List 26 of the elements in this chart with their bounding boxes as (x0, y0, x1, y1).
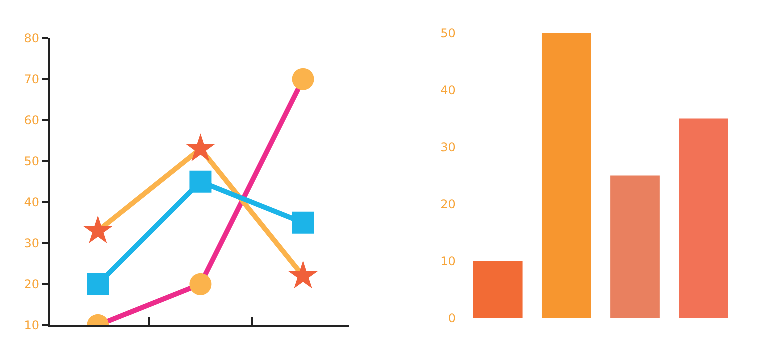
point (292, 68, 314, 90)
point (190, 170, 212, 193)
point (87, 273, 110, 296)
bar (610, 176, 660, 318)
point (186, 134, 216, 162)
y-tick-label: 20 (24, 278, 40, 292)
y-tick-label: 30 (24, 236, 40, 251)
y-tick-label: 20 (440, 198, 456, 212)
point (288, 260, 318, 289)
y-tick-label: 0 (448, 312, 456, 326)
y-tick-label: 60 (24, 114, 40, 128)
y-tick-label: 40 (24, 196, 40, 210)
y-tick-label: 50 (24, 154, 40, 169)
y-tick-label: 70 (24, 72, 40, 87)
point (83, 216, 113, 244)
bar (679, 118, 728, 318)
y-tick-label: 10 (440, 254, 456, 269)
point (292, 212, 314, 234)
y-tick-label: 40 (440, 83, 456, 98)
y-tick-label: 50 (440, 26, 456, 40)
point (190, 273, 212, 296)
y-tick-label: 80 (24, 32, 40, 46)
bar (542, 33, 592, 318)
y-tick-label: 30 (440, 140, 456, 154)
bar (473, 261, 523, 318)
y-tick-label: 10 (24, 318, 40, 333)
